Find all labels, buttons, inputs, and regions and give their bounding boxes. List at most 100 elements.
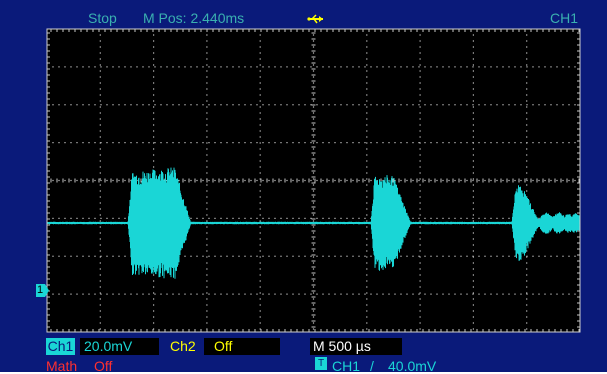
graticule-dot xyxy=(312,316,315,318)
graticule-dot xyxy=(366,322,368,324)
math-label[interactable]: Math xyxy=(46,358,78,374)
math-state[interactable]: Off xyxy=(94,358,113,374)
graticule-dot xyxy=(472,310,474,312)
graticule-dot xyxy=(472,124,474,126)
graticule-dot xyxy=(298,66,300,68)
graticule-dot xyxy=(538,66,540,68)
graticule-dot xyxy=(259,94,261,96)
graticule-dot xyxy=(292,179,294,182)
graticule-dot xyxy=(208,217,210,219)
graticule-dot xyxy=(178,179,180,182)
graticule-dot xyxy=(166,66,168,68)
graticule-dot xyxy=(472,160,474,162)
graticule-dot xyxy=(196,255,198,257)
graticule-dot xyxy=(454,255,456,257)
graticule-dot xyxy=(366,40,368,42)
graticule-dot xyxy=(526,256,528,258)
trigger-level[interactable]: 40.0mV xyxy=(388,358,437,374)
graticule-dot xyxy=(490,293,492,295)
graticule-dot xyxy=(364,104,366,106)
graticule-dot xyxy=(544,104,546,106)
trigger-source[interactable]: CH1 xyxy=(332,358,361,374)
graticule-dot xyxy=(259,88,261,90)
graticule-dot xyxy=(538,104,540,106)
graticule-dot xyxy=(70,66,72,68)
graticule-dot xyxy=(136,142,138,144)
graticule-dot xyxy=(419,142,421,144)
graticule-dot xyxy=(206,130,208,132)
graticule-dot xyxy=(259,172,261,174)
graticule-dot xyxy=(454,217,456,219)
graticule-dot xyxy=(400,179,402,182)
graticule-dot xyxy=(526,316,528,318)
graticule-dot xyxy=(76,142,78,144)
ch1-ground-marker[interactable]: 1 xyxy=(36,284,50,297)
graticule-dot xyxy=(532,179,534,182)
graticule-dot xyxy=(419,118,421,120)
graticule-dot xyxy=(526,160,528,162)
ch2-state-field[interactable]: Off xyxy=(204,338,280,355)
graticule-dot xyxy=(64,66,66,68)
graticule-dot xyxy=(370,66,372,68)
ch1-scale-field[interactable]: 20.0mV xyxy=(80,338,159,355)
graticule-dot xyxy=(153,118,155,120)
graticule-dot xyxy=(430,104,432,106)
ch2-label[interactable]: Ch2 xyxy=(170,338,196,354)
graticule-dot xyxy=(206,316,208,318)
graticule-dot xyxy=(206,310,208,312)
graticule-dot xyxy=(358,142,360,144)
graticule-dot xyxy=(460,179,462,182)
graticule-dot xyxy=(382,142,384,144)
graticule-dot xyxy=(82,293,84,295)
graticule-dot xyxy=(268,217,270,219)
graticule-dot xyxy=(259,256,261,258)
graticule-dot xyxy=(280,293,282,295)
graticule-dot xyxy=(280,104,282,106)
graticule-dot xyxy=(206,160,208,162)
graticule-dot xyxy=(298,142,300,144)
graticule-dot xyxy=(472,52,474,54)
timebase-field[interactable]: M 500 µs xyxy=(310,338,402,355)
graticule-dot xyxy=(259,268,261,270)
graticule-dot xyxy=(436,66,438,68)
graticule-dot xyxy=(99,124,101,126)
graticule-dot xyxy=(238,142,240,144)
graticule-dot xyxy=(419,106,421,108)
run-state-label: Stop xyxy=(88,10,117,26)
graticule-dot xyxy=(568,66,570,68)
graticule-dot xyxy=(526,298,528,300)
ch1-label[interactable]: Ch1 xyxy=(46,338,75,355)
graticule-dot xyxy=(472,238,474,240)
graticule-dot xyxy=(202,66,204,68)
graticule-dot xyxy=(259,148,261,150)
graticule-dot xyxy=(312,190,315,192)
graticule-dot xyxy=(178,142,180,144)
graticule-dot xyxy=(310,104,312,106)
graticule-dot xyxy=(388,66,390,68)
graticule-dot xyxy=(310,255,312,257)
graticule-dot xyxy=(472,202,474,204)
graticule-dot xyxy=(148,142,150,144)
graticule-dot xyxy=(322,255,324,257)
graticule-dot xyxy=(178,66,180,68)
graticule-dot xyxy=(394,179,396,182)
graticule-dot xyxy=(259,112,261,114)
graticule-dot xyxy=(448,179,450,182)
graticule-dot xyxy=(100,179,102,182)
graticule-dot xyxy=(153,124,155,126)
graticule-dot xyxy=(419,244,421,246)
graticule-dot xyxy=(502,255,504,257)
graticule-dot xyxy=(99,190,101,192)
graticule-dot xyxy=(208,66,210,68)
graticule-dot xyxy=(206,238,208,240)
graticule-dot xyxy=(366,220,368,222)
graticule-dot xyxy=(99,256,101,258)
graticule-dot xyxy=(206,280,208,282)
graticule-dot xyxy=(419,124,421,126)
graticule-dot xyxy=(419,280,421,282)
graticule-dot xyxy=(259,184,261,186)
graticule-dot xyxy=(99,100,101,102)
graticule-dot xyxy=(312,292,315,294)
graticule-dot xyxy=(206,76,208,78)
graticule-dot xyxy=(160,104,162,106)
